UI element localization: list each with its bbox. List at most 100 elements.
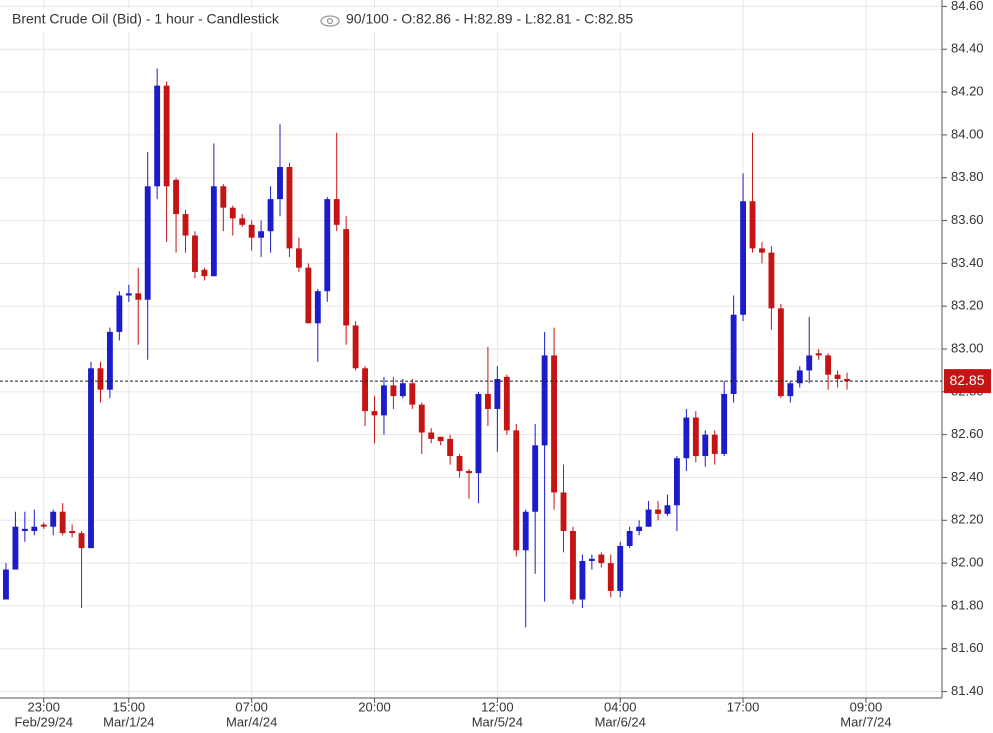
x-tick-label: 17:00 xyxy=(727,699,760,714)
candle-body xyxy=(154,85,161,187)
candle-body xyxy=(343,229,350,326)
candle-body xyxy=(144,186,151,300)
x-date-label: Mar/6/24 xyxy=(595,714,646,729)
y-tick-label: 83.00 xyxy=(951,340,984,355)
candle-body xyxy=(447,438,454,457)
x-date-label: Feb/29/24 xyxy=(14,714,73,729)
x-tick-label: 15:00 xyxy=(113,699,146,714)
candle-body xyxy=(655,509,661,514)
candle-body xyxy=(532,445,539,512)
candle-body xyxy=(362,368,368,412)
y-tick-label: 82.40 xyxy=(951,469,984,484)
y-tick-label: 84.00 xyxy=(951,126,984,141)
last-price-label: 82.85 xyxy=(949,372,984,388)
candle-body xyxy=(768,252,775,309)
candle-body xyxy=(418,404,425,433)
candle-body xyxy=(740,201,747,315)
candle-body xyxy=(399,383,406,397)
x-tick-label: 23:00 xyxy=(27,699,60,714)
candle-body xyxy=(673,458,680,506)
candle-body xyxy=(305,267,312,324)
candle-body xyxy=(390,385,397,397)
candle-body xyxy=(702,434,709,457)
candle-body xyxy=(645,509,652,527)
candle-body xyxy=(626,530,633,546)
x-tick-label: 07:00 xyxy=(235,699,268,714)
x-date-label: Mar/5/24 xyxy=(472,714,523,729)
candle-body xyxy=(730,314,737,394)
candle-body xyxy=(513,430,520,551)
candle-body xyxy=(239,218,246,225)
y-tick-label: 83.80 xyxy=(951,169,984,184)
candle-body xyxy=(352,325,359,369)
candle-body xyxy=(711,434,718,454)
candle-body xyxy=(806,355,813,371)
y-tick-label: 82.20 xyxy=(951,512,984,527)
y-tick-label: 83.20 xyxy=(951,298,984,313)
candle-body xyxy=(21,528,28,531)
candle-body xyxy=(371,411,378,416)
candle-body xyxy=(125,293,132,296)
chart-title: Brent Crude Oil (Bid) - 1 hour - Candles… xyxy=(12,11,280,27)
x-date-label: Mar/7/24 xyxy=(840,714,891,729)
candle-body xyxy=(466,471,472,474)
candle-body xyxy=(201,269,208,277)
y-tick-label: 82.60 xyxy=(951,426,984,441)
candle-body xyxy=(106,331,113,390)
candle-body xyxy=(3,569,9,600)
candle-body xyxy=(796,370,803,384)
y-tick-label: 81.80 xyxy=(951,597,984,612)
candle-body xyxy=(324,199,331,292)
candle-body xyxy=(777,308,784,397)
candle-body xyxy=(617,545,624,591)
x-date-label: Mar/1/24 xyxy=(103,714,154,729)
candle-body xyxy=(636,526,643,531)
y-tick-label: 83.60 xyxy=(951,212,984,227)
y-tick-label: 83.40 xyxy=(951,255,984,270)
candle-body xyxy=(220,186,227,208)
candle-body xyxy=(475,393,482,474)
candle-body xyxy=(664,505,671,514)
last-price-box xyxy=(944,369,991,394)
candle-body xyxy=(69,530,76,534)
candle-body xyxy=(598,554,605,564)
candle-body xyxy=(844,378,850,382)
candle-body xyxy=(248,224,255,238)
candle-body xyxy=(12,526,19,570)
candle-body xyxy=(834,374,841,379)
candle-body xyxy=(825,355,832,375)
candle-body xyxy=(59,511,66,534)
candle-body xyxy=(295,248,302,268)
candle-body xyxy=(173,179,179,215)
candle-body xyxy=(570,530,576,600)
candle-body xyxy=(381,385,387,416)
candle-body xyxy=(588,558,595,561)
candle-body xyxy=(692,417,699,457)
candle-body xyxy=(182,214,189,236)
candle-body xyxy=(494,378,501,409)
x-tick-label: 09:00 xyxy=(850,699,883,714)
candle-body xyxy=(428,432,435,439)
candles xyxy=(3,68,850,628)
candle-body xyxy=(749,201,756,249)
candle-body xyxy=(163,85,170,187)
x-tick-label: 12:00 xyxy=(481,699,514,714)
x-tick-label: 04:00 xyxy=(604,699,637,714)
candle-body xyxy=(560,492,567,531)
candle-body xyxy=(192,235,198,272)
candle-body xyxy=(579,560,586,600)
candle-body xyxy=(522,511,529,551)
y-tick-label: 84.20 xyxy=(951,84,984,99)
candle-body xyxy=(409,383,416,405)
candle-body xyxy=(286,167,293,249)
candle-body xyxy=(135,293,142,300)
candle-body xyxy=(607,563,614,591)
candle-body xyxy=(484,393,491,409)
candle-body xyxy=(40,524,47,527)
candle-body xyxy=(541,355,548,446)
y-tick-label: 81.60 xyxy=(951,640,984,655)
candle-body xyxy=(683,417,690,459)
